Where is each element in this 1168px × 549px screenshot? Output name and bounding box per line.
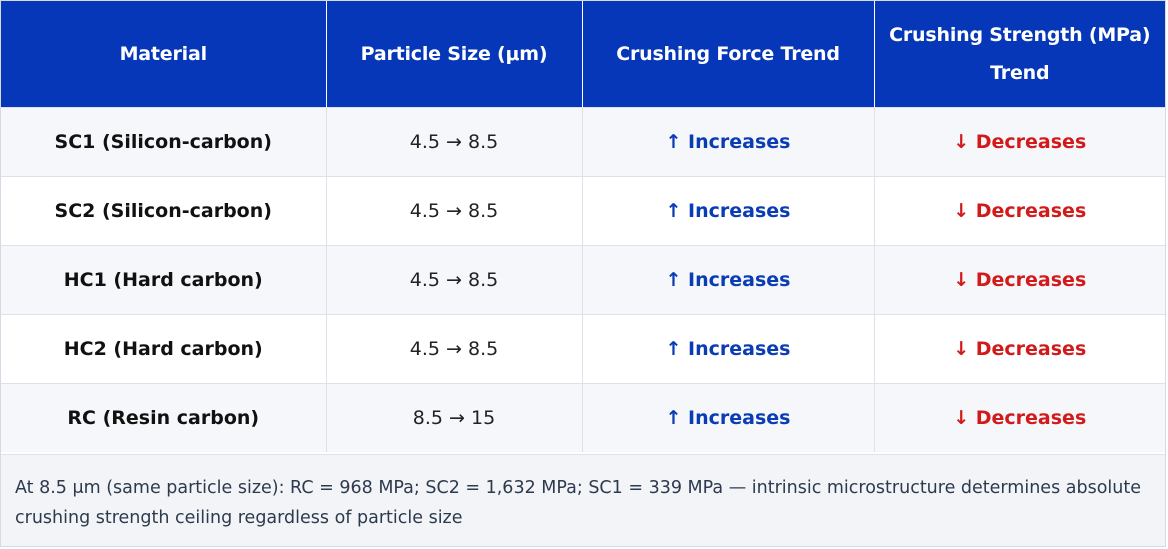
table-header-row: Material Particle Size (μm) Crushing For… (1, 1, 1165, 108)
strength-trend-cell: ↓ Decreases (874, 176, 1165, 246)
particle-size-cell: 4.5 → 8.5 (326, 245, 583, 315)
header-crushing-strength-trend: Crushing Strength (MPa) Trend (874, 1, 1165, 108)
table-footnote: At 8.5 μm (same particle size): RC = 968… (1, 454, 1165, 546)
header-particle-size: Particle Size (μm) (326, 1, 583, 108)
strength-trend-cell: ↓ Decreases (874, 245, 1165, 315)
table-row: SC1 (Silicon-carbon) 4.5 → 8.5 ↑ Increas… (1, 107, 1165, 177)
strength-trend-cell: ↓ Decreases (874, 107, 1165, 177)
crushing-strength-table: Material Particle Size (μm) Crushing For… (1, 1, 1165, 452)
material-cell: RC (Resin carbon) (1, 383, 327, 452)
header-material: Material (1, 1, 327, 108)
table-row: SC2 (Silicon-carbon) 4.5 → 8.5 ↑ Increas… (1, 176, 1165, 246)
force-trend-cell: ↑ Increases (582, 176, 875, 246)
table-row: HC1 (Hard carbon) 4.5 → 8.5 ↑ Increases … (1, 245, 1165, 315)
material-cell: SC2 (Silicon-carbon) (1, 176, 327, 246)
strength-trend-cell: ↓ Decreases (874, 314, 1165, 384)
force-trend-cell: ↑ Increases (582, 107, 875, 177)
force-trend-cell: ↑ Increases (582, 383, 875, 452)
particle-size-cell: 8.5 → 15 (326, 383, 583, 452)
particle-size-cell: 4.5 → 8.5 (326, 107, 583, 177)
material-cell: HC2 (Hard carbon) (1, 314, 327, 384)
header-crushing-force-trend: Crushing Force Trend (582, 1, 875, 108)
particle-size-cell: 4.5 → 8.5 (326, 314, 583, 384)
table-row: HC2 (Hard carbon) 4.5 → 8.5 ↑ Increases … (1, 314, 1165, 384)
table-row: RC (Resin carbon) 8.5 → 15 ↑ Increases ↓… (1, 383, 1165, 452)
force-trend-cell: ↑ Increases (582, 314, 875, 384)
material-cell: SC1 (Silicon-carbon) (1, 107, 327, 177)
strength-trend-cell: ↓ Decreases (874, 383, 1165, 452)
force-trend-cell: ↑ Increases (582, 245, 875, 315)
material-cell: HC1 (Hard carbon) (1, 245, 327, 315)
particle-size-cell: 4.5 → 8.5 (326, 176, 583, 246)
